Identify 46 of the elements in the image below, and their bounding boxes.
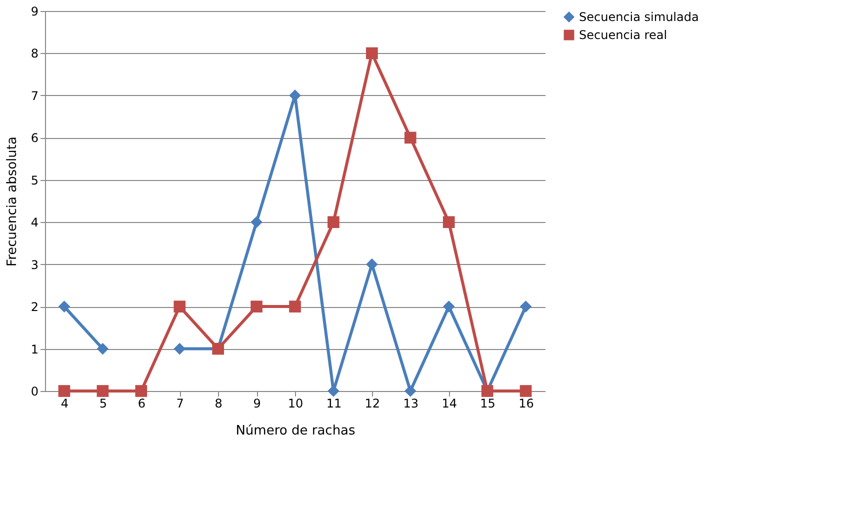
y-tick-label: 3 (30, 258, 38, 272)
y-tick-label: 7 (30, 88, 38, 103)
point (174, 342, 186, 355)
point (520, 385, 532, 397)
y-axis-title: Frecuencia absoluta (4, 136, 20, 266)
point (96, 385, 109, 397)
point (520, 300, 532, 312)
legend-label: Secuencia real (579, 28, 668, 42)
y-tick-label: 8 (30, 46, 38, 61)
x-tick-label: 9 (253, 396, 261, 410)
y-tick-label: 0 (30, 384, 38, 398)
x-tick-label: 8 (214, 396, 222, 410)
point (328, 216, 340, 228)
y-tick-label: 9 (30, 4, 38, 18)
point (250, 300, 262, 312)
point (404, 385, 416, 397)
x-tick-label: 16 (518, 396, 534, 410)
y-tick-label: 4 (30, 216, 38, 230)
x-tick-label: 10 (288, 396, 304, 410)
point (289, 300, 301, 312)
point (96, 342, 109, 355)
y-tick-label: 2 (30, 300, 38, 314)
x-tick-label: 12 (364, 396, 380, 410)
x-tick-label: 14 (442, 396, 457, 410)
point (442, 216, 455, 228)
point (366, 258, 378, 270)
x-tick-label: 4 (60, 396, 69, 410)
y-tick-label: 6 (30, 131, 38, 146)
x-tick-label: 15 (480, 396, 496, 410)
x-tick-label: 13 (403, 396, 419, 410)
point (58, 385, 70, 397)
x-axis-title: Número de rachas (236, 424, 356, 438)
y-tick-label: 5 (30, 173, 38, 188)
point (404, 132, 416, 144)
point (442, 300, 455, 312)
x-tick-label: 5 (99, 396, 108, 410)
point (174, 300, 186, 312)
point (366, 47, 378, 60)
point (135, 385, 148, 397)
x-tick-label: 7 (176, 396, 184, 410)
x-tick-label: 11 (326, 396, 342, 410)
point (58, 300, 70, 312)
y-tick-label: 1 (30, 342, 38, 356)
point (250, 216, 262, 228)
x-tick-label: 6 (138, 396, 146, 410)
legend-label: Secuencia simulada (579, 10, 699, 24)
